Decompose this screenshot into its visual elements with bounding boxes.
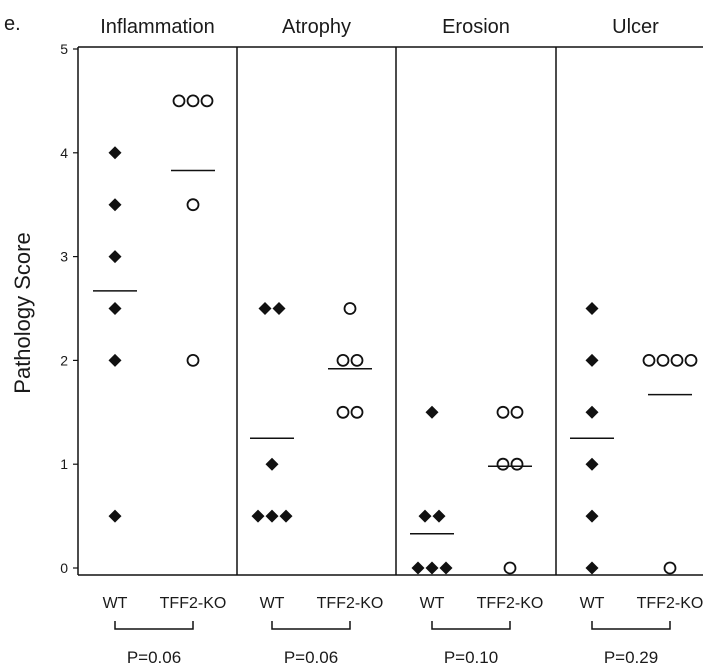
wt-data-point <box>585 405 599 419</box>
wt-data-point <box>258 302 272 315</box>
panel-inflammation: Inflammation WT TFF2-KO P=0.06 <box>93 16 226 667</box>
ko-data-point <box>350 353 364 367</box>
group-tff2-ko: TFF2-KO <box>637 353 703 612</box>
group-tff2-ko: TFF2-KO <box>477 405 544 612</box>
group-wt: WT <box>410 405 454 612</box>
ko-data-point <box>336 405 350 419</box>
ko-data-point <box>200 94 214 108</box>
wt-data-point <box>418 509 432 523</box>
wt-data-point <box>425 561 439 575</box>
y-tick-label: 3 <box>60 249 68 265</box>
wt-data-point <box>411 561 425 575</box>
category-label: WT <box>420 595 445 612</box>
panel-erosion: Erosion WT TFF2-KO P=0.10 <box>410 16 543 667</box>
panel-letter: e. <box>4 13 21 35</box>
comparison-bracket <box>114 621 194 630</box>
category-label: TFF2-KO <box>317 595 384 612</box>
wt-data-point <box>585 509 599 523</box>
wt-data-point <box>108 353 122 367</box>
ko-data-point <box>510 457 524 471</box>
ko-data-point <box>503 561 517 575</box>
category-label: TFF2-KO <box>637 595 703 612</box>
panel-title: Ulcer <box>612 16 659 38</box>
y-axis: 0 1 2 3 4 5 <box>60 41 78 576</box>
p-value-label: P=0.06 <box>284 648 338 667</box>
group-tff2-ko: TFF2-KO <box>160 94 227 612</box>
wt-data-point <box>108 146 122 160</box>
category-label: WT <box>103 595 128 612</box>
ko-data-point <box>496 405 510 419</box>
p-value-label: P=0.10 <box>444 648 498 667</box>
panel-title: Atrophy <box>282 16 351 38</box>
ko-data-point <box>336 353 350 367</box>
comparison-bracket <box>431 621 511 630</box>
y-tick-label: 2 <box>60 352 68 368</box>
ko-data-point <box>684 353 698 367</box>
ko-data-point <box>642 353 656 367</box>
wt-data-point <box>432 509 446 523</box>
group-tff2-ko: TFF2-KO <box>317 302 384 612</box>
y-tick-label: 4 <box>60 145 68 161</box>
wt-data-point <box>108 509 122 523</box>
category-label: WT <box>260 595 285 612</box>
ko-data-point <box>656 353 670 367</box>
y-axis-label: Pathology Score <box>10 232 35 393</box>
ko-data-point <box>186 94 200 108</box>
panel-atrophy: Atrophy WT TFF2-KO P=0.06 <box>250 16 383 667</box>
wt-data-point <box>265 509 279 523</box>
p-value-label: P=0.29 <box>604 648 658 667</box>
wt-data-point <box>585 561 599 575</box>
panel-ulcer: Ulcer WT TFF2-KO P=0.29 <box>570 16 703 667</box>
comparison-bracket <box>271 621 351 630</box>
plot-frame <box>77 46 703 576</box>
y-tick-label: 1 <box>60 456 68 472</box>
group-wt: WT <box>250 302 294 612</box>
wt-data-point <box>251 509 265 523</box>
wt-data-point <box>265 457 279 471</box>
panel-title: Inflammation <box>100 16 215 38</box>
panel-title: Erosion <box>442 16 510 38</box>
y-tick-label: 5 <box>60 41 68 57</box>
wt-data-point <box>108 198 122 212</box>
category-label: WT <box>580 595 605 612</box>
chart-panels: Inflammation WT TFF2-KO P=0.06 Atrophy WT TFF2… <box>93 16 703 667</box>
ko-data-point <box>186 353 200 367</box>
group-wt: WT <box>93 146 137 612</box>
ko-data-point <box>496 457 510 471</box>
comparison-bracket <box>591 621 671 630</box>
wt-data-point <box>439 561 453 575</box>
ko-data-point <box>510 405 524 419</box>
ko-data-point <box>343 302 357 315</box>
y-tick-label: 0 <box>60 560 68 576</box>
category-label: TFF2-KO <box>477 595 544 612</box>
wt-data-point <box>585 353 599 367</box>
ko-data-point <box>172 94 186 108</box>
ko-data-point <box>186 198 200 212</box>
wt-data-point <box>279 509 293 523</box>
wt-data-point <box>108 302 122 315</box>
group-wt: WT <box>570 302 614 612</box>
wt-data-point <box>272 302 286 315</box>
wt-data-point <box>585 302 599 315</box>
category-label: TFF2-KO <box>160 595 227 612</box>
wt-data-point <box>108 250 122 264</box>
wt-data-point <box>425 405 439 419</box>
ko-data-point <box>663 561 677 575</box>
wt-data-point <box>585 457 599 471</box>
p-value-label: P=0.06 <box>127 648 181 667</box>
ko-data-point <box>670 353 684 367</box>
ko-data-point <box>350 405 364 419</box>
